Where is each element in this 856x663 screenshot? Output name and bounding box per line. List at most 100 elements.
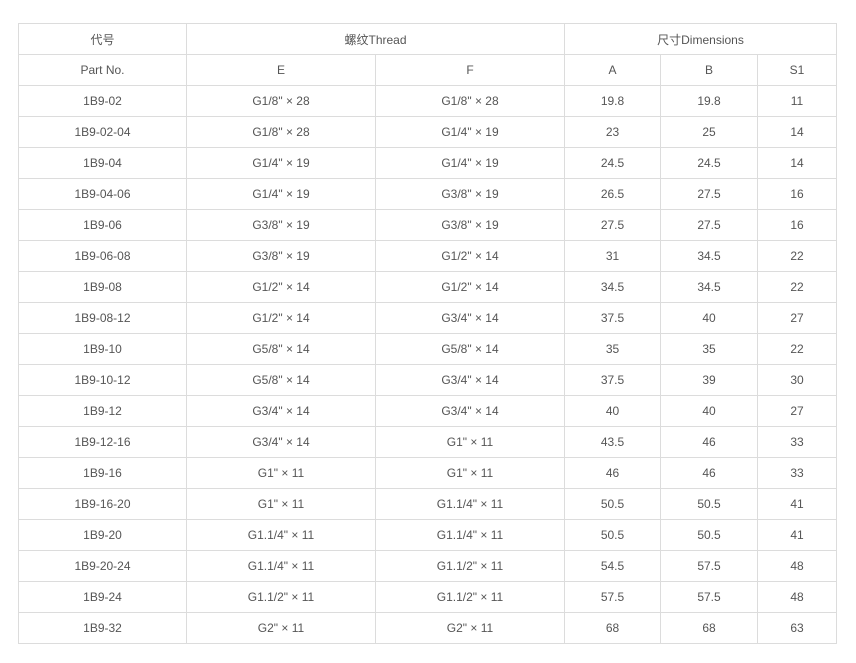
- cell-part-no: 1B9-02: [18, 85, 187, 117]
- cell-dim-s1: 27: [757, 395, 837, 427]
- cell-part-no: 1B9-10-12: [18, 364, 187, 396]
- cell-part-no: 1B9-06-08: [18, 240, 187, 272]
- cell-part-no: 1B9-12-16: [18, 426, 187, 458]
- cell-thread-f: G1/8" × 28: [375, 85, 565, 117]
- cell-dim-a: 37.5: [564, 302, 661, 334]
- cell-dim-s1: 30: [757, 364, 837, 396]
- cell-dim-b: 50.5: [660, 488, 758, 520]
- cell-dim-s1: 14: [757, 116, 837, 148]
- cell-dim-a: 34.5: [564, 271, 661, 303]
- cell-dim-a: 57.5: [564, 581, 661, 613]
- table-row: 1B9-02 G1/8" × 28 G1/8" × 28 19.8 19.8 11: [18, 85, 837, 117]
- cell-thread-f: G3/8" × 19: [375, 178, 565, 210]
- cell-thread-e: G2" × 11: [186, 612, 376, 644]
- cell-thread-e: G1/8" × 28: [186, 85, 376, 117]
- cell-dim-b: 46: [660, 426, 758, 458]
- header-thread: 螺纹Thread: [186, 23, 565, 55]
- cell-dim-a: 31: [564, 240, 661, 272]
- cell-dim-a: 43.5: [564, 426, 661, 458]
- header-dimensions: 尺寸Dimensions: [564, 23, 837, 55]
- cell-dim-b: 57.5: [660, 581, 758, 613]
- cell-thread-e: G3/4" × 14: [186, 426, 376, 458]
- table-row: 1B9-16 G1" × 11 G1" × 11 46 46 33: [18, 457, 837, 489]
- cell-thread-e: G5/8" × 14: [186, 333, 376, 365]
- table-row: 1B9-08 G1/2" × 14 G1/2" × 14 34.5 34.5 22: [18, 271, 837, 303]
- header-part-en: Part No.: [18, 54, 187, 86]
- header-b: B: [660, 54, 758, 86]
- cell-dim-s1: 16: [757, 178, 837, 210]
- cell-dim-b: 19.8: [660, 85, 758, 117]
- cell-dim-a: 50.5: [564, 488, 661, 520]
- cell-thread-e: G3/8" × 19: [186, 209, 376, 241]
- header-a: A: [564, 54, 661, 86]
- cell-dim-s1: 41: [757, 488, 837, 520]
- cell-dim-a: 24.5: [564, 147, 661, 179]
- cell-dim-s1: 48: [757, 550, 837, 582]
- cell-dim-s1: 22: [757, 240, 837, 272]
- cell-part-no: 1B9-32: [18, 612, 187, 644]
- table-row: 1B9-16-20 G1" × 11 G1.1/4" × 11 50.5 50.5 41: [18, 488, 837, 520]
- cell-thread-e: G1.1/4" × 11: [186, 550, 376, 582]
- cell-thread-f: G1/4" × 19: [375, 116, 565, 148]
- cell-dim-b: 57.5: [660, 550, 758, 582]
- cell-thread-f: G3/8" × 19: [375, 209, 565, 241]
- cell-thread-f: G1.1/2" × 11: [375, 550, 565, 582]
- cell-thread-e: G3/8" × 19: [186, 240, 376, 272]
- cell-part-no: 1B9-16: [18, 457, 187, 489]
- cell-part-no: 1B9-20-24: [18, 550, 187, 582]
- cell-part-no: 1B9-10: [18, 333, 187, 365]
- table-row: 1B9-24 G1.1/2" × 11 G1.1/2" × 11 57.5 57.5 48: [18, 581, 837, 613]
- cell-part-no: 1B9-08-12: [18, 302, 187, 334]
- cell-dim-s1: 27: [757, 302, 837, 334]
- cell-dim-b: 68: [660, 612, 758, 644]
- table-row: 1B9-10-12 G5/8" × 14 G3/4" × 14 37.5 39 30: [18, 364, 837, 396]
- cell-dim-s1: 14: [757, 147, 837, 179]
- cell-dim-a: 27.5: [564, 209, 661, 241]
- cell-dim-b: 24.5: [660, 147, 758, 179]
- cell-dim-a: 40: [564, 395, 661, 427]
- cell-thread-f: G1/2" × 14: [375, 240, 565, 272]
- cell-dim-s1: 33: [757, 426, 837, 458]
- cell-thread-f: G3/4" × 14: [375, 395, 565, 427]
- cell-thread-e: G5/8" × 14: [186, 364, 376, 396]
- cell-dim-b: 40: [660, 395, 758, 427]
- cell-dim-s1: 41: [757, 519, 837, 551]
- cell-dim-b: 39: [660, 364, 758, 396]
- cell-thread-e: G1" × 11: [186, 457, 376, 489]
- cell-part-no: 1B9-02-04: [18, 116, 187, 148]
- table-row: 1B9-12 G3/4" × 14 G3/4" × 14 40 40 27: [18, 395, 837, 427]
- table-row: 1B9-32 G2" × 11 G2" × 11 68 68 63: [18, 612, 837, 644]
- cell-part-no: 1B9-12: [18, 395, 187, 427]
- cell-dim-a: 37.5: [564, 364, 661, 396]
- cell-dim-a: 50.5: [564, 519, 661, 551]
- table-row: 1B9-04 G1/4" × 19 G1/4" × 19 24.5 24.5 14: [18, 147, 837, 179]
- header-row-2: Part No. E F A B S1: [18, 54, 837, 86]
- cell-thread-f: G1" × 11: [375, 426, 565, 458]
- cell-dim-s1: 11: [757, 85, 837, 117]
- cell-thread-f: G1.1/4" × 11: [375, 488, 565, 520]
- cell-thread-f: G5/8" × 14: [375, 333, 565, 365]
- cell-dim-a: 19.8: [564, 85, 661, 117]
- table-row: 1B9-06-08 G3/8" × 19 G1/2" × 14 31 34.5 22: [18, 240, 837, 272]
- table-row: 1B9-10 G5/8" × 14 G5/8" × 14 35 35 22: [18, 333, 837, 365]
- header-s1: S1: [757, 54, 837, 86]
- cell-part-no: 1B9-06: [18, 209, 187, 241]
- cell-dim-b: 34.5: [660, 240, 758, 272]
- cell-part-no: 1B9-16-20: [18, 488, 187, 520]
- cell-thread-f: G1/2" × 14: [375, 271, 565, 303]
- cell-dim-s1: 22: [757, 271, 837, 303]
- cell-thread-e: G1/2" × 14: [186, 302, 376, 334]
- cell-thread-f: G3/4" × 14: [375, 302, 565, 334]
- cell-thread-f: G3/4" × 14: [375, 364, 565, 396]
- cell-dim-s1: 33: [757, 457, 837, 489]
- cell-dim-s1: 63: [757, 612, 837, 644]
- cell-dim-b: 35: [660, 333, 758, 365]
- cell-dim-a: 23: [564, 116, 661, 148]
- cell-part-no: 1B9-04-06: [18, 178, 187, 210]
- cell-dim-s1: 22: [757, 333, 837, 365]
- cell-thread-e: G1/4" × 19: [186, 178, 376, 210]
- cell-dim-b: 34.5: [660, 271, 758, 303]
- header-e: E: [186, 54, 376, 86]
- cell-dim-b: 27.5: [660, 178, 758, 210]
- header-row-1: 代号 螺纹Thread 尺寸Dimensions: [18, 23, 837, 55]
